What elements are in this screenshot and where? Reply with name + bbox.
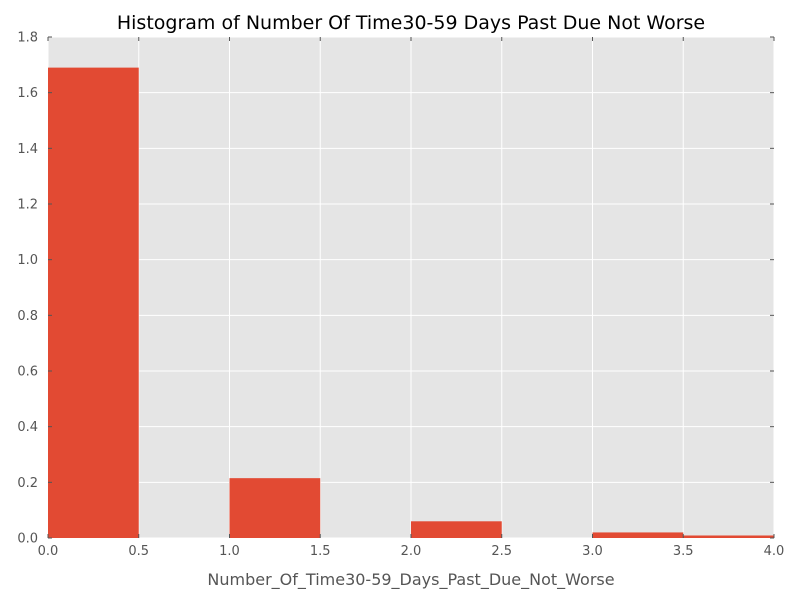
histogram-bar — [411, 521, 502, 538]
y-tick-label: 1.4 — [17, 142, 38, 157]
x-tick-label: 0.0 — [38, 544, 59, 559]
y-tick-label: 1.0 — [17, 253, 38, 268]
y-tick-label: 0.2 — [17, 476, 38, 491]
histogram-bar — [592, 532, 684, 538]
y-tick-label: 0.8 — [17, 309, 38, 324]
y-tick-label: 0.4 — [17, 420, 38, 435]
x-tick-label: 3.0 — [582, 544, 603, 559]
histogram-bar — [48, 67, 139, 538]
histogram-bar — [229, 478, 321, 538]
x-tick-label: 0.5 — [128, 544, 149, 559]
chart-title: Histogram of Number Of Time30-59 Days Pa… — [117, 12, 705, 34]
histogram-bar — [683, 535, 774, 538]
x-tick-label: 2.0 — [401, 544, 422, 559]
histogram-bars — [48, 67, 774, 538]
x-tick-label: 1.0 — [219, 544, 240, 559]
y-tick-label: 1.6 — [17, 86, 38, 101]
x-axis-label: Number_Of_Time30-59_Days_Past_Due_Not_Wo… — [207, 570, 614, 590]
x-tick-label: 3.5 — [673, 544, 694, 559]
y-tick-label: 0.6 — [17, 365, 38, 380]
y-tick-label: 0.0 — [17, 532, 38, 547]
x-tick-label: 2.5 — [491, 544, 512, 559]
x-tick-label: 4.0 — [764, 544, 785, 559]
x-tick-label: 1.5 — [310, 544, 331, 559]
y-tick-label: 1.2 — [17, 198, 38, 213]
y-tick-label: 1.8 — [17, 31, 38, 46]
axis-ticks: 0.0 0.5 1.0 1.5 2.0 2.5 3.0 3.5 4.0 0.0 0.2 0.4 0.6 0… — [17, 31, 784, 560]
